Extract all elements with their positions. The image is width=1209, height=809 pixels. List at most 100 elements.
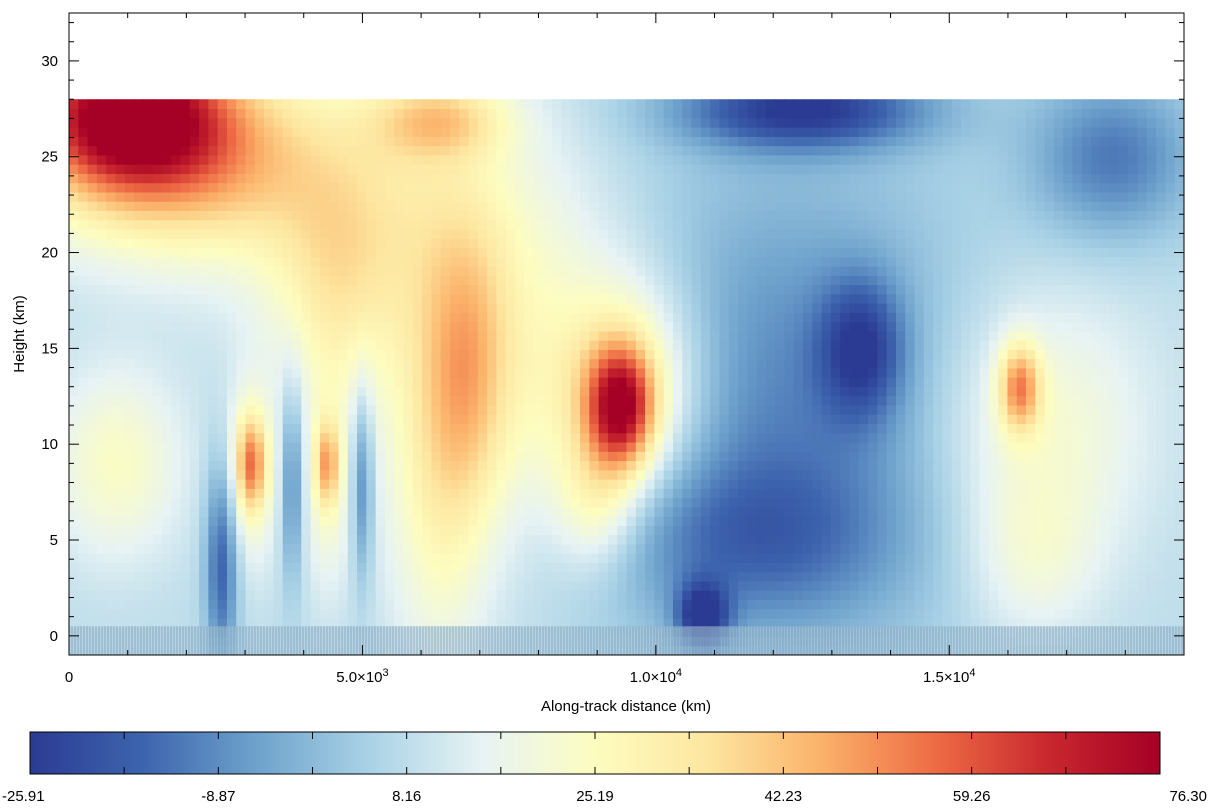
heatmap-cell xyxy=(589,534,600,545)
heatmap-cell xyxy=(357,349,367,360)
heatmap-cell xyxy=(1165,580,1176,591)
heatmap-cell xyxy=(942,469,953,480)
heatmap-cell xyxy=(422,562,432,573)
heatmap-cell xyxy=(217,506,228,517)
heatmap-cell xyxy=(301,571,312,582)
heatmap-cell xyxy=(403,451,414,462)
heatmap-cell xyxy=(654,580,665,591)
heatmap-cell xyxy=(106,460,117,471)
heatmap-cell xyxy=(951,469,962,480)
heatmap-cell xyxy=(282,469,293,480)
heatmap-cell xyxy=(617,423,628,434)
heatmap-cell xyxy=(292,525,302,536)
heatmap-cell xyxy=(914,479,925,489)
heatmap-cell xyxy=(292,432,302,443)
heatmap-cell xyxy=(487,534,498,545)
heatmap-cell xyxy=(979,497,990,508)
heatmap-cell xyxy=(124,284,135,295)
heatmap-cell xyxy=(217,441,228,452)
heatmap-cell xyxy=(208,275,219,286)
heatmap-cell xyxy=(161,506,172,517)
heatmap-cell xyxy=(747,516,758,526)
heatmap-cell xyxy=(961,506,971,517)
heatmap-cell xyxy=(979,479,990,489)
heatmap-cell xyxy=(858,543,869,554)
heatmap-cell xyxy=(1118,469,1129,480)
heatmap-cell xyxy=(1100,488,1111,499)
heatmap-cell xyxy=(886,571,897,582)
heatmap-cell xyxy=(1035,553,1046,563)
heatmap-cell xyxy=(449,553,460,563)
heatmap-cell xyxy=(1156,367,1167,378)
heatmap-cell xyxy=(245,432,256,443)
heatmap-cell xyxy=(375,534,386,545)
heatmap-cell xyxy=(468,516,479,526)
heatmap-cell xyxy=(375,340,386,350)
heatmap-cell xyxy=(143,358,154,369)
heatmap-cell xyxy=(226,525,237,536)
heatmap-cell xyxy=(319,553,330,563)
heatmap-cell xyxy=(1072,590,1083,601)
heatmap-cell xyxy=(254,571,265,582)
heatmap-cell xyxy=(1091,358,1101,369)
heatmap-cell xyxy=(310,386,321,397)
heatmap-cell xyxy=(422,358,432,369)
heatmap-cell xyxy=(1165,349,1176,360)
heatmap-cell xyxy=(747,469,758,480)
heatmap-cell xyxy=(1063,460,1074,471)
heatmap-cell xyxy=(440,377,451,387)
heatmap-cell xyxy=(69,543,79,554)
heatmap-cell xyxy=(979,506,990,517)
heatmap-cell xyxy=(143,340,154,350)
heatmap-cell xyxy=(1053,516,1064,526)
heatmap-cell xyxy=(524,358,535,369)
heatmap-cell xyxy=(134,265,144,276)
heatmap-cell xyxy=(933,358,944,369)
heatmap-cell xyxy=(468,423,479,434)
heatmap-cell xyxy=(961,330,971,341)
heatmap-cell xyxy=(951,553,962,563)
heatmap-cell xyxy=(87,451,98,462)
heatmap-cell xyxy=(161,321,172,332)
heatmap-cell xyxy=(691,580,702,591)
heatmap-cell xyxy=(942,321,953,332)
heatmap-cell xyxy=(217,386,228,397)
heatmap-cell xyxy=(998,312,1009,323)
heatmap-cell xyxy=(719,432,730,443)
heatmap-cell xyxy=(78,608,89,619)
heatmap-cell xyxy=(821,275,832,286)
heatmap-cell xyxy=(161,404,172,415)
heatmap-cell xyxy=(1053,543,1064,554)
heatmap-cell xyxy=(273,330,284,341)
heatmap-cell xyxy=(264,367,275,378)
heatmap-cell xyxy=(1165,534,1176,545)
heatmap-cell xyxy=(87,414,98,425)
heatmap-cell xyxy=(951,488,962,499)
heatmap-cell xyxy=(347,571,358,582)
heatmap-cell xyxy=(1072,404,1083,415)
heatmap-cell xyxy=(440,303,451,313)
heatmap-cell xyxy=(942,284,953,295)
heatmap-cell xyxy=(663,340,674,350)
heatmap-cell xyxy=(124,590,135,601)
heatmap-cell xyxy=(1091,460,1101,471)
heatmap-cell xyxy=(635,488,646,499)
heatmap-cell xyxy=(115,553,126,563)
heatmap-cell xyxy=(310,275,321,286)
heatmap-cell xyxy=(542,330,553,341)
heatmap-cell xyxy=(998,414,1009,425)
heatmap-cell xyxy=(1035,534,1046,545)
heatmap-cell xyxy=(96,312,107,323)
heatmap-cell xyxy=(459,553,470,563)
heatmap-cell xyxy=(338,525,349,536)
heatmap-cell xyxy=(793,330,804,341)
heatmap-cell xyxy=(87,340,98,350)
heatmap-cell xyxy=(923,469,934,480)
heatmap-cell xyxy=(449,414,460,425)
heatmap-cell xyxy=(542,275,553,286)
heatmap-cell xyxy=(245,340,256,350)
heatmap-cell xyxy=(1007,303,1018,313)
heatmap-cell xyxy=(775,293,786,304)
heatmap-cell xyxy=(412,525,423,536)
heatmap-cell xyxy=(840,349,851,360)
